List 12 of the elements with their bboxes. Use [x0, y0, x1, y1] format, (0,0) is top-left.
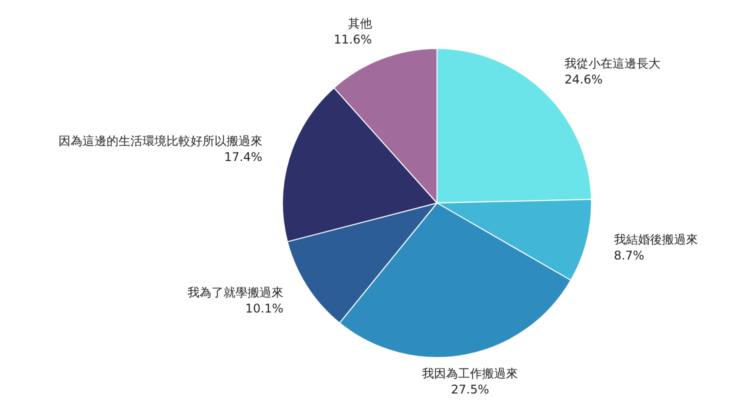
data-label: 17.4%	[224, 150, 262, 164]
data-label: 11.6%	[334, 32, 372, 47]
slice-label: 我為了就學搬過來	[187, 286, 284, 300]
data-label: 8.7%	[614, 248, 644, 262]
slice-label: 因為這邊的生活環境比較好所以搬過來	[58, 134, 262, 148]
data-label: 10.1%	[245, 302, 284, 316]
slice-label: 我結婚後搬過來	[614, 232, 698, 246]
data-label: 24.6%	[564, 72, 603, 87]
slice-label: 我因為工作搬過來	[422, 366, 518, 381]
slice-label: 我從小在這邊長大	[564, 56, 661, 71]
data-label: 27.5%	[451, 382, 490, 397]
slice-label: 其他	[348, 16, 372, 31]
